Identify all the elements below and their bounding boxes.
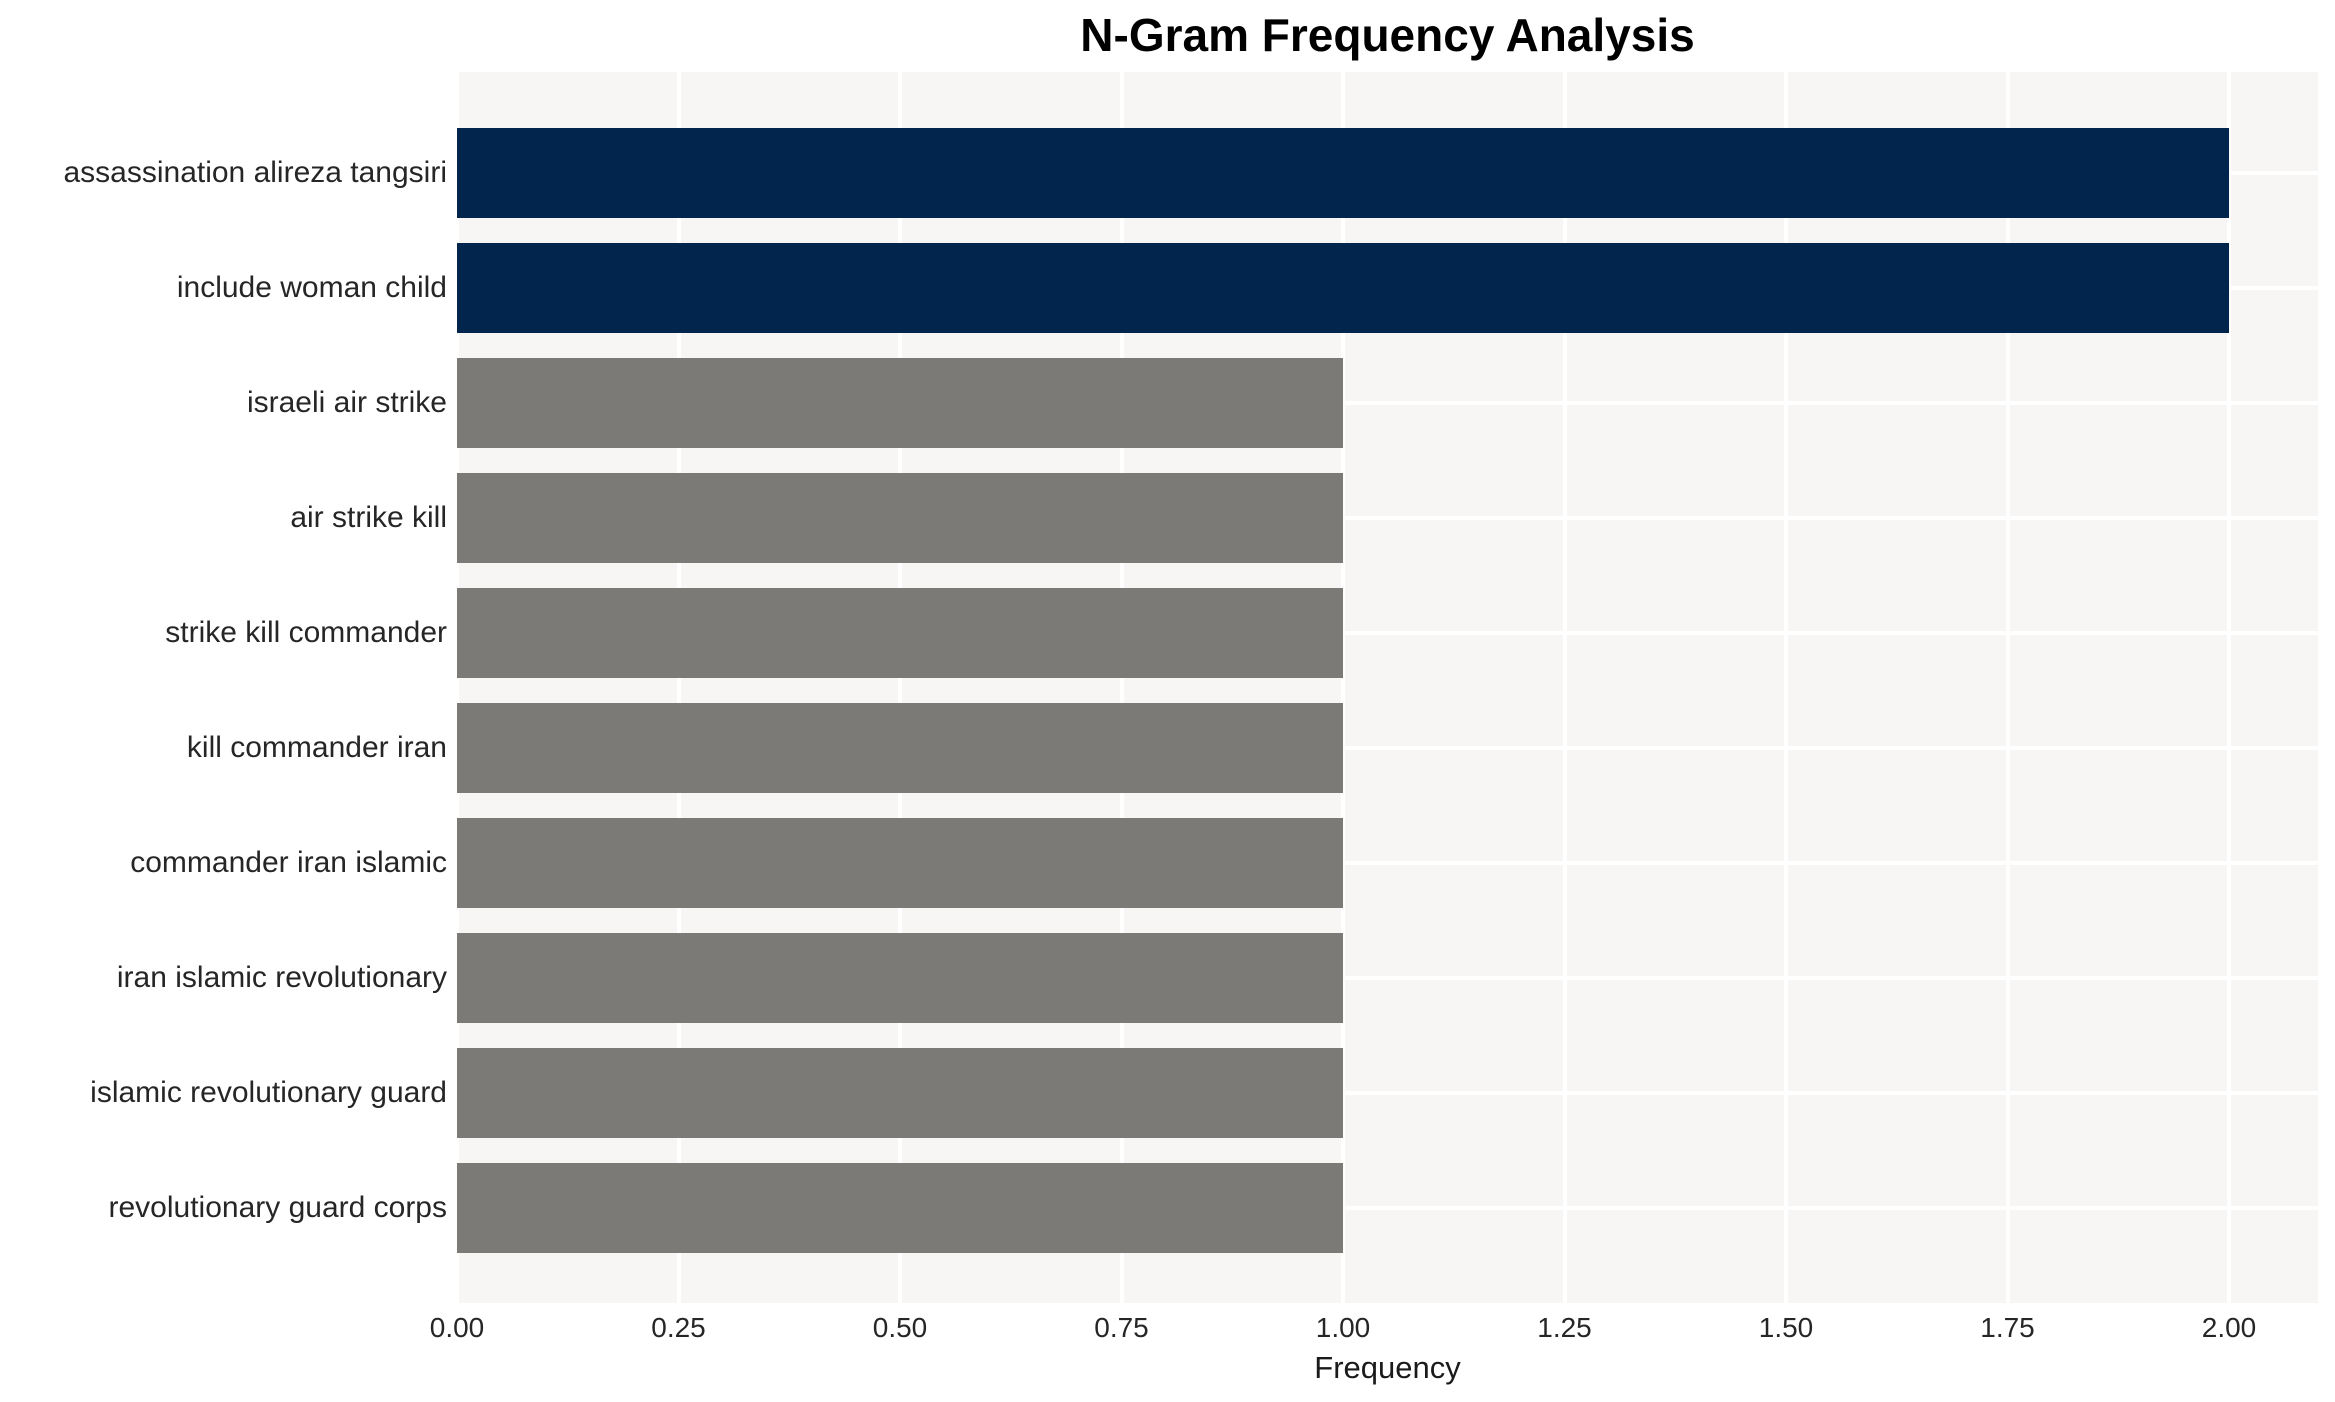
horizontal-gridline bbox=[457, 401, 2318, 405]
y-tick-label: kill commander iran bbox=[186, 731, 447, 764]
vertical-gridline bbox=[2227, 72, 2231, 1303]
y-tick-label: israeli air strike bbox=[246, 386, 447, 419]
horizontal-gridline bbox=[457, 976, 2318, 980]
horizontal-gridline bbox=[457, 1091, 2318, 1095]
y-tick-label: strike kill commander bbox=[165, 616, 447, 649]
y-tick-label: assassination alireza tangsiri bbox=[63, 156, 447, 189]
x-tick-label: 0.00 bbox=[429, 1312, 485, 1343]
x-tick-label: 1.25 bbox=[1537, 1312, 1592, 1343]
horizontal-gridline bbox=[457, 516, 2318, 520]
x-tick-label: 1.00 bbox=[1315, 1312, 1371, 1343]
vertical-gridline bbox=[1119, 72, 1124, 1303]
x-tick-label: 1.75 bbox=[1980, 1312, 2035, 1343]
x-tick-label: 2.00 bbox=[2201, 1312, 2257, 1343]
horizontal-gridline bbox=[457, 1206, 2318, 1210]
y-tick-label: commander iran islamic bbox=[130, 846, 447, 879]
y-tick-label: include woman child bbox=[176, 271, 447, 304]
vertical-gridline bbox=[676, 72, 681, 1303]
y-tick-label: air strike kill bbox=[290, 501, 447, 534]
x-tick-label: 0.25 bbox=[651, 1312, 706, 1343]
x-tick-label: 0.50 bbox=[872, 1312, 928, 1343]
y-axis-labels: assassination alireza tangsiri include wo… bbox=[0, 0, 447, 1402]
y-tick-label: islamic revolutionary guard bbox=[90, 1076, 447, 1109]
vertical-gridline bbox=[1784, 72, 1788, 1303]
bar bbox=[457, 703, 1343, 793]
vertical-gridline bbox=[1341, 72, 1345, 1303]
bar bbox=[457, 818, 1343, 908]
bar bbox=[457, 1048, 1343, 1138]
chart-title: N-Gram Frequency Analysis bbox=[1080, 9, 1695, 61]
plot-area bbox=[455, 72, 2318, 1303]
bar bbox=[457, 1163, 1343, 1253]
bar bbox=[457, 588, 1343, 678]
x-tick-label: 1.50 bbox=[1758, 1312, 1814, 1343]
x-tick-label: 0.75 bbox=[1094, 1312, 1149, 1343]
vertical-gridline bbox=[898, 72, 902, 1303]
horizontal-gridline bbox=[457, 746, 2318, 750]
bar bbox=[457, 473, 1343, 563]
bar bbox=[457, 243, 2229, 333]
vertical-gridline bbox=[455, 72, 459, 1303]
y-tick-label: revolutionary guard corps bbox=[108, 1191, 447, 1224]
bar bbox=[457, 358, 1343, 448]
y-tick-label: iran islamic revolutionary bbox=[116, 961, 447, 994]
horizontal-gridline bbox=[457, 861, 2318, 865]
horizontal-gridline bbox=[457, 631, 2318, 635]
vertical-gridline bbox=[1562, 72, 1567, 1303]
vertical-gridline bbox=[2005, 72, 2010, 1303]
bar bbox=[457, 128, 2229, 218]
bar bbox=[457, 933, 1343, 1023]
x-axis-title: Frequency bbox=[1314, 1350, 1461, 1385]
